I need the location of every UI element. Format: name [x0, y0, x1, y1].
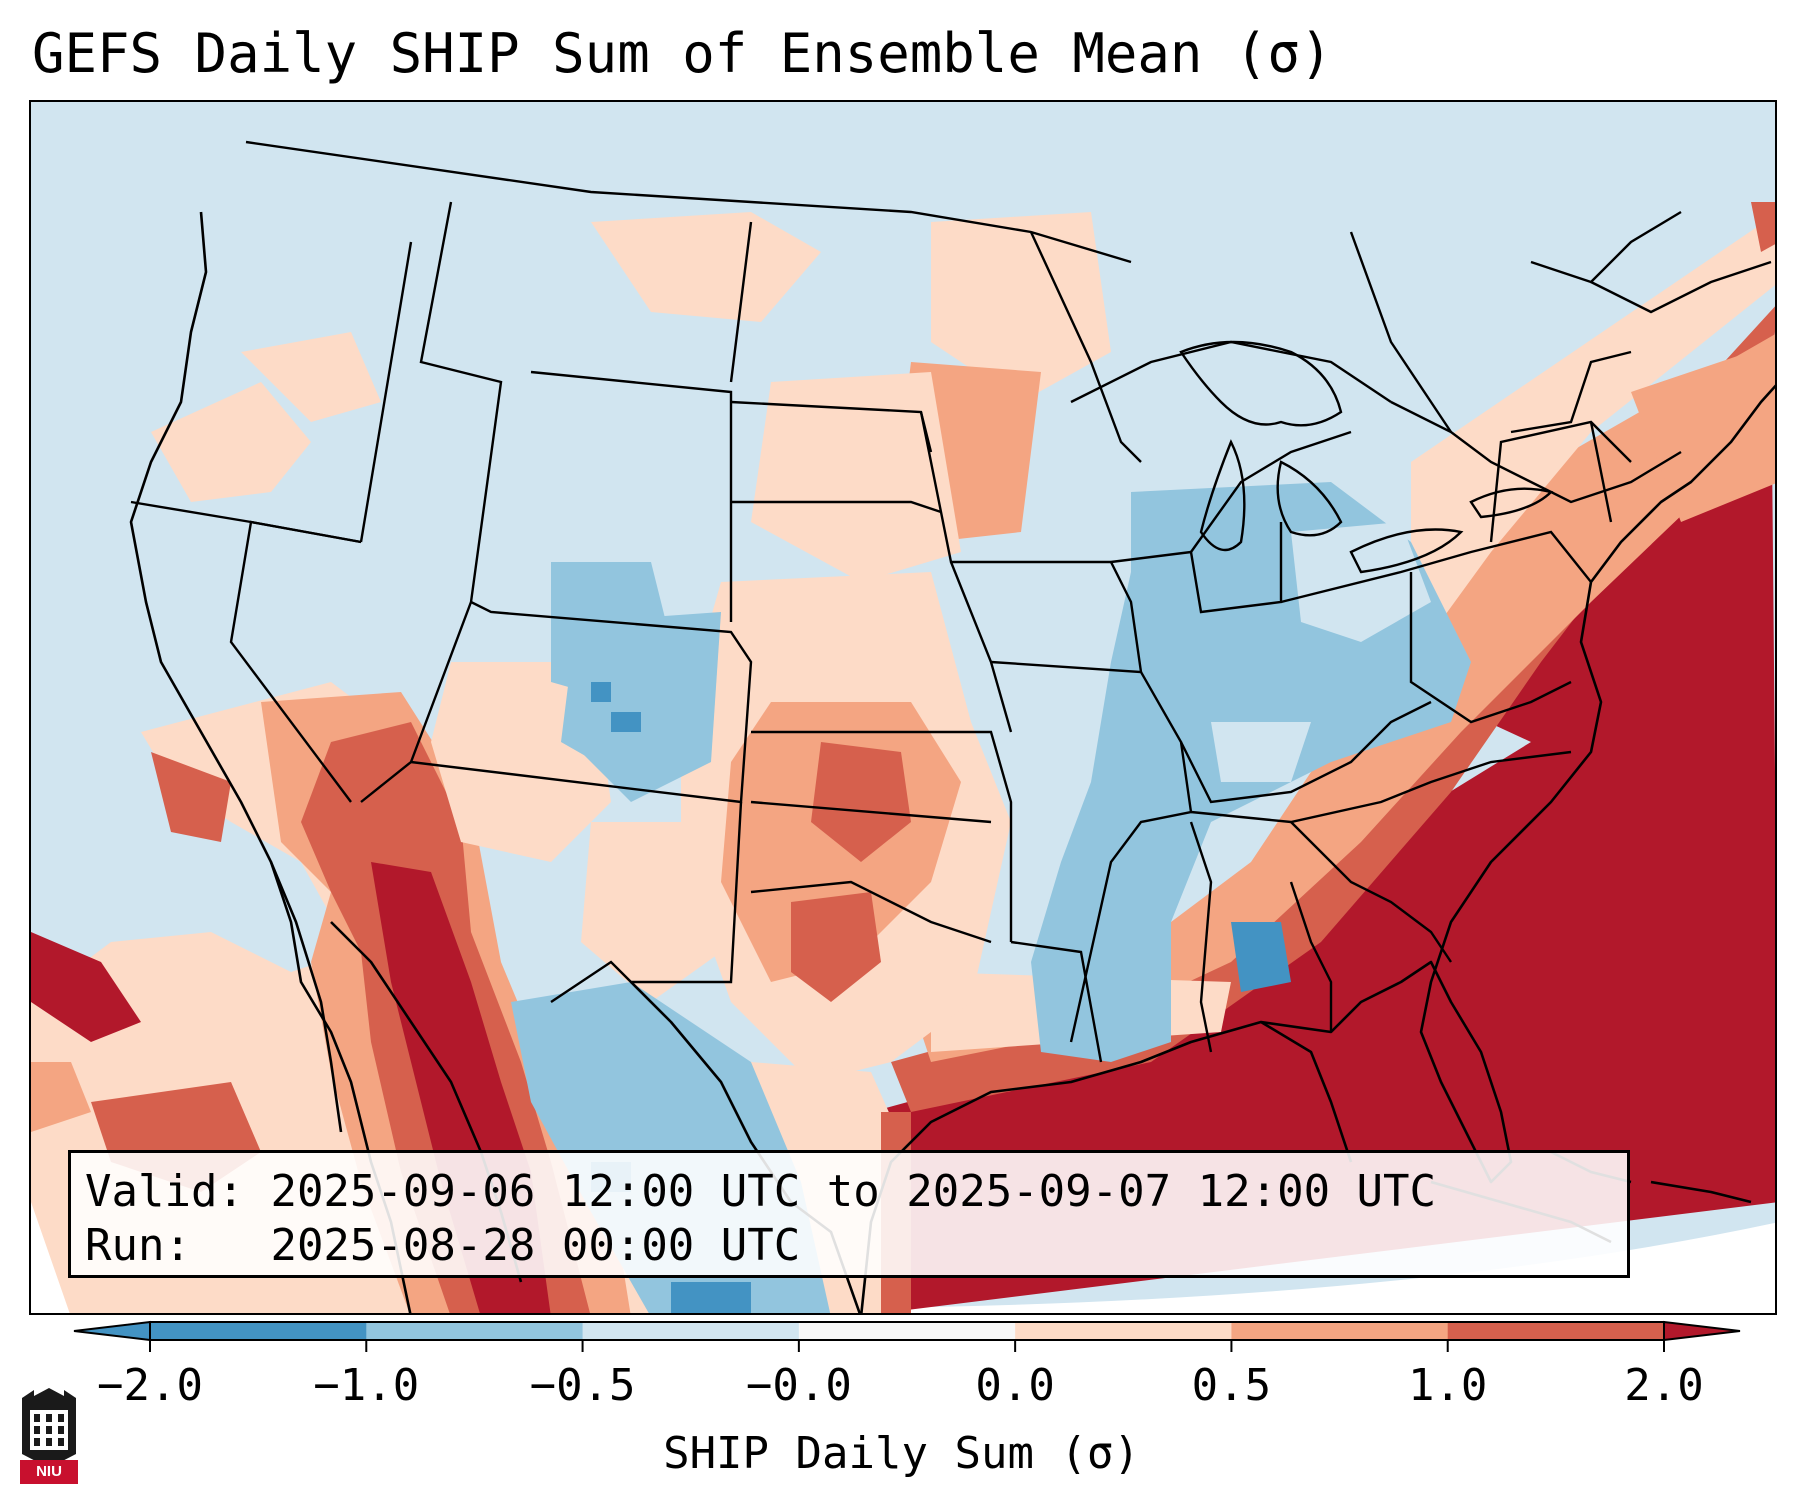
colorbar-segment — [1447, 1322, 1665, 1340]
valid-run-info-box: Valid: 2025-09-06 12:00 UTC to 2025-09-0… — [68, 1150, 1630, 1278]
colorbar-tick-label: 0.5 — [1191, 1360, 1272, 1411]
great-lakes — [1179, 340, 1554, 574]
colorbar-extend-high — [1663, 1320, 1741, 1342]
valid-value: 2025-09-06 12:00 UTC to 2025-09-07 12:00… — [270, 1166, 1437, 1217]
colorbar-tick-label: 2.0 — [1624, 1360, 1704, 1411]
colorbar-segment — [582, 1322, 800, 1340]
colorbar-tick-label: −0.5 — [529, 1360, 636, 1411]
colorbar-tick-label: −2.0 — [97, 1360, 203, 1411]
colorbar-tick-label: −1.0 — [313, 1360, 420, 1411]
valid-line: Valid: 2025-09-06 12:00 UTC to 2025-09-0… — [85, 1165, 1613, 1219]
colorbar-tick-label: 0.0 — [975, 1360, 1055, 1411]
colorbar-tick-label: −0.0 — [745, 1360, 852, 1411]
map-title: GEFS Daily SHIP Sum of Ensemble Mean (σ) — [32, 22, 1333, 85]
colorbar-segment — [150, 1322, 367, 1340]
colorbar-segment — [798, 1322, 1016, 1340]
colorbar-outline — [149, 1321, 1665, 1341]
run-label: Run: — [85, 1220, 191, 1271]
colorbar-segment — [1231, 1322, 1449, 1340]
state-borders — [130, 140, 1772, 1063]
run-value: 2025-08-28 00:00 UTC — [270, 1220, 801, 1271]
map-canvas — [31, 102, 1775, 1313]
colorbar-tick-label: 1.0 — [1407, 1360, 1488, 1411]
colorbar-segment — [366, 1322, 584, 1340]
map-panel — [29, 100, 1777, 1315]
run-line: Run: 2025-08-28 00:00 UTC — [85, 1219, 1613, 1273]
colorbar-label: SHIP Daily Sum (σ) — [663, 1428, 1140, 1479]
valid-label: Valid: — [85, 1166, 244, 1217]
colorbar-ticks — [149, 1340, 1665, 1352]
niu-logo: NIU — [18, 1388, 80, 1484]
colorbar-segment — [1015, 1322, 1232, 1340]
colorbar-extend-low — [73, 1320, 151, 1342]
niu-logo-text: NIU — [36, 1463, 62, 1480]
colorbar-segments — [149, 1321, 1665, 1341]
niu-logo-emblem — [20, 1388, 78, 1484]
